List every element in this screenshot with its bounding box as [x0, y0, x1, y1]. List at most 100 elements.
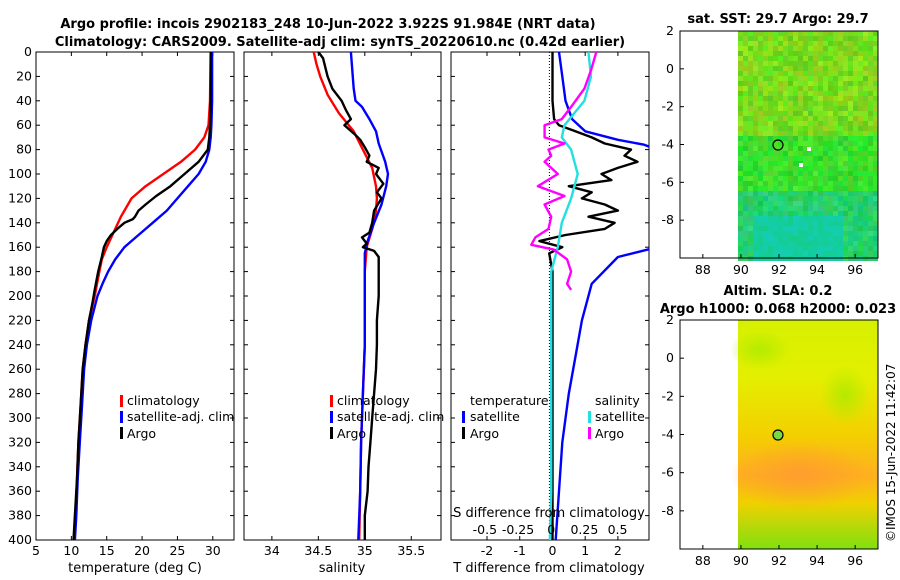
sst-cell [868, 76, 873, 81]
sst-cell [833, 111, 838, 116]
sst-cell [858, 31, 863, 36]
sst-cell [858, 211, 863, 216]
sst-cell [808, 231, 813, 236]
sst-cell [738, 206, 743, 211]
sst-cell [813, 201, 818, 206]
sst-cell [873, 241, 878, 246]
sst-cell [833, 251, 838, 256]
sst-cell [768, 201, 773, 206]
sst-cell [768, 51, 773, 56]
sst-cell [793, 56, 798, 61]
sst-cell [823, 126, 828, 131]
sst-cell [828, 191, 833, 196]
sst-cell [748, 226, 753, 231]
sst-cell [753, 196, 758, 201]
sst-cell [778, 246, 783, 251]
legend-label-climatology: climatology [337, 393, 410, 408]
sst-cell [773, 221, 778, 226]
sst-cell [818, 106, 823, 111]
sst-cell [738, 181, 743, 186]
sst-cell [798, 61, 803, 66]
legend-label-temp-satellite: satellite [470, 409, 520, 424]
sst-cell [743, 176, 748, 181]
sst-cell [768, 226, 773, 231]
sst-cell [858, 126, 863, 131]
sst-cell [828, 181, 833, 186]
sst-cell [843, 111, 848, 116]
sst-cell [853, 126, 858, 131]
sst-cell [793, 171, 798, 176]
sst-cell [868, 171, 873, 176]
sst-cell [738, 46, 743, 51]
sst-cell [873, 141, 878, 146]
sst-cell [783, 151, 788, 156]
temperature-panel: 0 20 40 60 80 100 120 140 160 180 200 220 240 260 280 3… [8, 44, 235, 576]
sst-cell [773, 216, 778, 221]
sst-cell [828, 196, 833, 201]
sst-cell [743, 171, 748, 176]
sst-cell [858, 171, 863, 176]
sst-cell [758, 106, 763, 111]
sst-cell [763, 141, 768, 146]
sst-cell [738, 51, 743, 56]
sst-cell [848, 46, 853, 51]
difference-panel: -2 -1 0 1 2 T difference from climatology S … [450, 51, 650, 576]
x-tick-label: 15 [99, 543, 115, 558]
sst-cell [838, 91, 843, 96]
sst-cell [858, 251, 863, 256]
sst-cell [768, 81, 773, 86]
sst-cell [778, 111, 783, 116]
sst-cell [808, 181, 813, 186]
sst-cell [763, 216, 768, 221]
sst-cell [808, 116, 813, 121]
sst-cell [773, 71, 778, 76]
sst-cell [768, 206, 773, 211]
sst-cell [803, 76, 808, 81]
depth-tick-label: 180 [8, 264, 32, 279]
sst-cell [773, 156, 778, 161]
sst-cell [823, 41, 828, 46]
sst-cell [873, 111, 878, 116]
sst-cell [798, 251, 803, 256]
sst-cell [838, 166, 843, 171]
sst-cell [798, 206, 803, 211]
sst-cell [748, 211, 753, 216]
legend-label-satellite: satellite-adj. clim [127, 409, 234, 424]
sst-cell [808, 71, 813, 76]
sst-cell [773, 41, 778, 46]
sst-cell [868, 31, 873, 36]
sst-cell [808, 156, 813, 161]
sst-cell [858, 201, 863, 206]
sst-cell [738, 176, 743, 181]
sst-cell [818, 121, 823, 126]
sst-cell [848, 156, 853, 161]
sst-cell [793, 86, 798, 91]
sst-cell [838, 76, 843, 81]
sst-cell [783, 86, 788, 91]
profile-line [530, 52, 598, 291]
sst-cell [858, 51, 863, 56]
sst-cell [813, 66, 818, 71]
sst-cell [833, 226, 838, 231]
sst-cell [813, 231, 818, 236]
sst-cell [808, 221, 813, 226]
sst-cell [863, 126, 868, 131]
sst-cell [843, 36, 848, 41]
depth-tick-label: 200 [8, 288, 32, 303]
sst-cell [793, 96, 798, 101]
sst-cell [738, 121, 743, 126]
difference-depth-ticks [451, 51, 649, 541]
sst-cell [798, 146, 803, 151]
sst-cell [818, 101, 823, 106]
sst-cell [758, 61, 763, 66]
sst-cell [793, 116, 798, 121]
sst-cell [843, 106, 848, 111]
sst-cell [763, 226, 768, 231]
sst-cell [848, 81, 853, 86]
sst-cell [763, 236, 768, 241]
sst-cell [833, 76, 838, 81]
sst-cell [788, 121, 793, 126]
sst-cell [813, 151, 818, 156]
sst-cell [768, 46, 773, 51]
sst-cell [873, 196, 878, 201]
